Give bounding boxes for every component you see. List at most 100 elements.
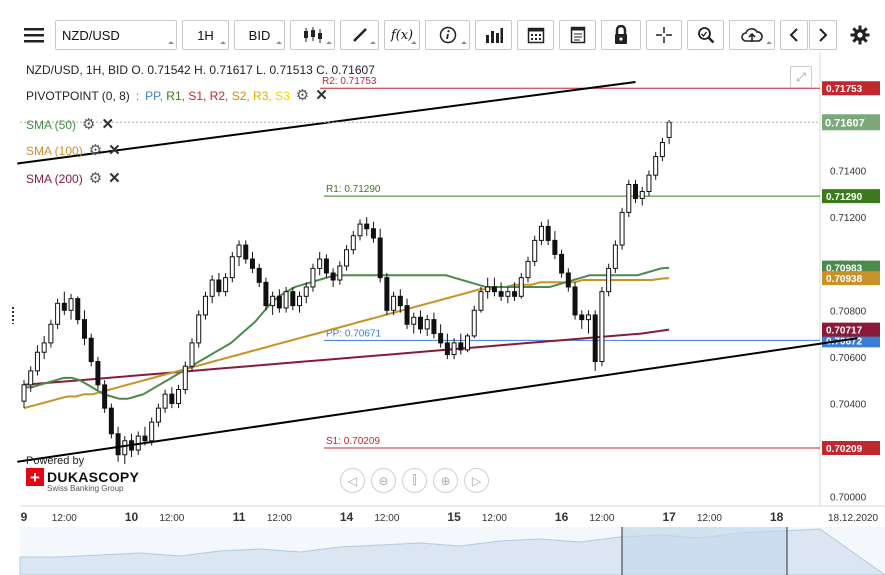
- settings-icon[interactable]: [842, 20, 878, 50]
- chart-area[interactable]: 0.700000.702000.704000.706000.708000.710…: [0, 52, 885, 575]
- candle-body: [142, 435, 148, 442]
- candle-body: [61, 302, 67, 311]
- close-icon[interactable]: ✕: [101, 116, 115, 133]
- x-tick-label: 17: [662, 510, 676, 524]
- document-icon[interactable]: [559, 20, 596, 50]
- expand-icon[interactable]: ⤢: [790, 66, 812, 88]
- candle-body: [451, 342, 457, 356]
- candle-body: [256, 267, 262, 283]
- gear-icon[interactable]: ⚙: [88, 170, 103, 187]
- zoom-icon[interactable]: [687, 20, 724, 50]
- pivot-item: S2,: [231, 88, 254, 103]
- bar-chart-icon[interactable]: [475, 20, 512, 50]
- next-arrow-icon[interactable]: [809, 20, 837, 50]
- sma100-label: SMA (100): [26, 143, 83, 158]
- sma100-legend: SMA (100) ⚙ ✕: [26, 143, 121, 158]
- sma200-line: [23, 328, 670, 386]
- candle-body: [417, 316, 423, 330]
- candle-body: [572, 286, 578, 316]
- candle-body: [330, 272, 336, 281]
- date-stamp: 18.12.2020: [828, 513, 878, 524]
- candle-body: [599, 291, 605, 363]
- candle-body: [404, 305, 410, 325]
- current-price-text: 0.71607: [825, 117, 865, 129]
- symbol-selector[interactable]: NZD/USD: [55, 20, 177, 50]
- crosshair-icon[interactable]: [646, 20, 682, 50]
- prev-icon[interactable]: ◁: [340, 468, 365, 493]
- fit-icon[interactable]: ⫿: [402, 468, 427, 493]
- candle-body: [21, 384, 27, 402]
- swiss-cross-icon: +: [26, 468, 44, 486]
- price-chart[interactable]: 0.700000.702000.704000.706000.708000.710…: [0, 52, 885, 575]
- gear-icon[interactable]: ⚙: [82, 116, 96, 133]
- close-icon[interactable]: ✕: [315, 87, 328, 104]
- candle-body: [458, 342, 464, 351]
- sma-price-tag-text: 0.70717: [826, 326, 863, 337]
- close-icon[interactable]: ✕: [108, 142, 121, 159]
- timeframe-label: 1H: [197, 27, 214, 43]
- calendar-icon[interactable]: [517, 20, 554, 50]
- zoom-in-icon[interactable]: ⊕: [433, 468, 458, 493]
- draw-pen-icon[interactable]: [340, 20, 379, 50]
- sma-price-tag: [822, 271, 880, 286]
- pivot-item: R1,: [166, 88, 189, 103]
- x-tick-label: 15: [447, 510, 461, 524]
- gear-icon[interactable]: ⚙: [295, 87, 310, 104]
- function-icon[interactable]: f(x): [384, 20, 420, 50]
- pivot-item: S1,: [188, 88, 210, 103]
- lock-icon[interactable]: [601, 20, 641, 50]
- candle-body: [68, 298, 74, 311]
- candle-body: [236, 244, 242, 258]
- candlestick-icon[interactable]: [290, 20, 335, 50]
- candle-body: [88, 337, 94, 363]
- candle-body: [350, 235, 356, 251]
- candle-body: [525, 260, 531, 279]
- candle-body: [505, 291, 511, 297]
- function-label: f(x): [390, 27, 414, 43]
- cloud-upload-icon[interactable]: [729, 20, 775, 50]
- candle-body: [612, 244, 618, 269]
- next-icon[interactable]: ▷: [464, 468, 489, 493]
- candle-body: [592, 314, 598, 363]
- navigator-window: [622, 527, 787, 575]
- dukascopy-logo: + DUKASCOPY: [26, 468, 139, 486]
- x-tick-label: 12:00: [589, 513, 614, 524]
- sma-price-tag-text: 0.70983: [826, 264, 863, 275]
- candle-body: [532, 239, 538, 262]
- gear-icon[interactable]: ⚙: [88, 142, 103, 159]
- candle-body: [377, 237, 383, 279]
- candle-body: [397, 295, 403, 307]
- close-icon[interactable]: ✕: [108, 170, 121, 187]
- candle-body: [196, 314, 202, 344]
- candle-body: [512, 291, 518, 297]
- pivot-item: R3,: [253, 88, 276, 103]
- x-tick-label: 12:00: [52, 513, 77, 524]
- price-side-selector[interactable]: BID: [234, 20, 285, 50]
- candle-body: [626, 183, 632, 213]
- hamburger-menu-icon[interactable]: [17, 20, 50, 50]
- info-icon[interactable]: [425, 20, 470, 50]
- zoom-out-icon[interactable]: ⊖: [371, 468, 396, 493]
- pivot-legend: PIVOTPOINT (0, 8) : PP, R1, S1, R2, S2, …: [26, 88, 328, 103]
- price-tag-text: 0.71290: [826, 192, 863, 203]
- sma-price-tag-text: 0.70938: [826, 274, 863, 285]
- pivot-sep: :: [135, 88, 140, 103]
- candle-body: [34, 351, 40, 372]
- candle-body: [162, 393, 168, 409]
- candle-body: [310, 267, 316, 288]
- price-side-label: BID: [248, 27, 271, 43]
- candle-body: [202, 295, 208, 316]
- candle-body: [28, 370, 34, 386]
- candle-body: [411, 316, 417, 325]
- candle-body: [384, 277, 390, 311]
- x-tick-label: 12:00: [697, 513, 722, 524]
- candle-body: [243, 244, 249, 260]
- candle-body: [344, 249, 350, 267]
- timeframe-selector[interactable]: 1H: [182, 20, 229, 50]
- candle-body: [75, 298, 81, 321]
- candle-body: [303, 286, 309, 297]
- x-tick-label: 10: [125, 510, 139, 524]
- candle-body: [216, 279, 222, 293]
- candle-body: [471, 309, 477, 337]
- prev-arrow-icon[interactable]: [780, 20, 808, 50]
